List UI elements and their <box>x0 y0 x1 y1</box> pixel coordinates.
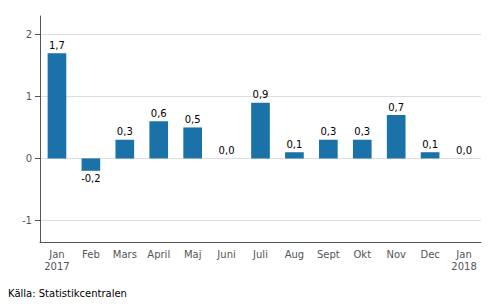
svg-text:Okt: Okt <box>353 249 371 260</box>
svg-text:2017: 2017 <box>44 261 69 272</box>
svg-text:2018: 2018 <box>451 261 476 272</box>
svg-text:0,1: 0,1 <box>422 139 438 150</box>
svg-text:-0,2: -0,2 <box>81 173 101 184</box>
svg-text:Nov: Nov <box>386 249 406 260</box>
svg-text:1: 1 <box>26 91 32 102</box>
svg-text:0,5: 0,5 <box>185 114 201 125</box>
svg-text:Feb: Feb <box>82 249 100 260</box>
svg-text:Sept: Sept <box>317 249 340 260</box>
svg-text:Mars: Mars <box>113 249 137 260</box>
svg-text:0,0: 0,0 <box>219 145 235 156</box>
svg-text:2: 2 <box>26 29 32 40</box>
svg-text:Jan: Jan <box>48 249 64 260</box>
svg-text:0,6: 0,6 <box>151 108 167 119</box>
svg-text:Aug: Aug <box>285 249 305 260</box>
svg-text:Maj: Maj <box>184 249 202 260</box>
svg-text:0: 0 <box>26 153 32 164</box>
svg-text:Källa: Statistikcentralen: Källa: Statistikcentralen <box>8 288 127 299</box>
svg-text:-1: -1 <box>22 215 32 226</box>
svg-text:0,7: 0,7 <box>388 102 404 113</box>
svg-text:1,7: 1,7 <box>49 40 65 51</box>
svg-text:0,1: 0,1 <box>286 139 302 150</box>
svg-text:April: April <box>147 249 170 260</box>
svg-text:0,3: 0,3 <box>117 126 133 137</box>
svg-text:Jan: Jan <box>455 249 471 260</box>
svg-text:0,3: 0,3 <box>320 126 336 137</box>
svg-text:Juli: Juli <box>252 249 268 260</box>
svg-text:0,9: 0,9 <box>253 89 269 100</box>
svg-text:0,0: 0,0 <box>456 145 472 156</box>
svg-text:Dec: Dec <box>420 249 439 260</box>
svg-text:0,3: 0,3 <box>354 126 370 137</box>
svg-text:Juni: Juni <box>216 249 235 260</box>
